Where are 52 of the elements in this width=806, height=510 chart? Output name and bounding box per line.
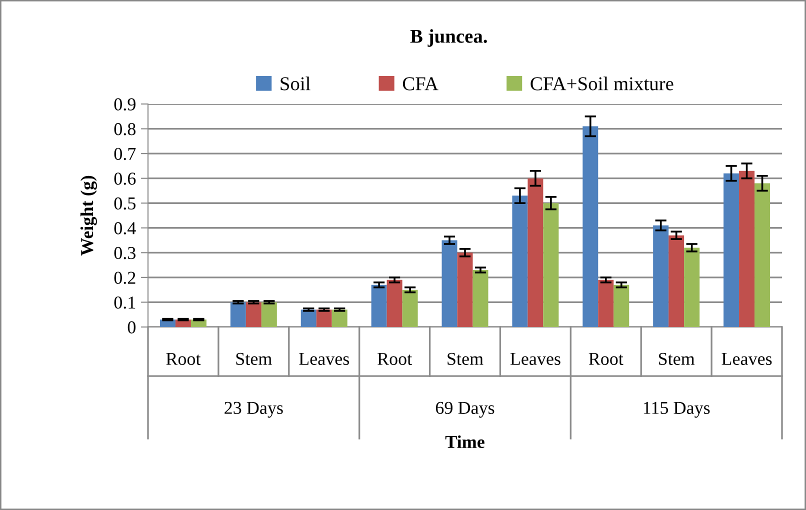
x-tick-label: Leaves xyxy=(299,352,350,365)
y-tick-label: 0.6 xyxy=(114,172,136,185)
x-tick-label: Root xyxy=(588,352,624,365)
text: 69 Days xyxy=(436,402,494,418)
bar xyxy=(230,302,246,327)
bar xyxy=(653,225,669,327)
bar xyxy=(472,270,488,327)
x-tick-label: Leaves xyxy=(722,352,772,365)
bar xyxy=(614,284,630,327)
x-tick-label: Stem xyxy=(658,352,695,365)
bar xyxy=(457,252,473,327)
legend-label: CFA xyxy=(402,77,438,90)
x-tick-label: Stem xyxy=(448,352,484,365)
legend-label: CFA+Soil mixture xyxy=(530,76,674,90)
bar xyxy=(300,310,316,327)
y-tick-label: 0.2 xyxy=(114,272,136,284)
bar xyxy=(582,126,598,327)
bar xyxy=(442,240,458,327)
y-axis-title: Weight (g) xyxy=(80,176,97,256)
x-tick-label: Root xyxy=(166,352,201,365)
bar xyxy=(402,290,418,327)
bar xyxy=(684,248,700,327)
y-tick-label: 0.1 xyxy=(114,296,136,309)
bar xyxy=(528,178,544,327)
bar xyxy=(371,284,387,327)
text: 115 Days xyxy=(644,402,710,418)
y-tick-label: 0.4 xyxy=(114,222,136,234)
bar xyxy=(316,310,332,327)
x-tick-label: Root xyxy=(378,352,412,365)
bar xyxy=(754,183,770,327)
legend-label: Soil xyxy=(280,76,310,90)
y-tick-label: 0 xyxy=(128,321,136,334)
x-tick-label: Leaves xyxy=(510,352,560,365)
y-tick-label: 0.9 xyxy=(114,98,136,111)
y-tick-label: 0.3 xyxy=(114,246,136,260)
bar xyxy=(724,173,740,327)
bar xyxy=(598,280,614,327)
y-tick-label: 0.5 xyxy=(114,197,136,210)
bar xyxy=(512,196,528,327)
chart-title: B juncea. xyxy=(410,29,487,47)
bar xyxy=(668,235,684,327)
x-tick-label: Stem xyxy=(236,352,272,365)
bar xyxy=(386,280,402,327)
bar xyxy=(332,310,348,327)
bar xyxy=(543,203,559,327)
x-axis-title: Time xyxy=(445,435,484,448)
bar xyxy=(261,302,277,327)
bar xyxy=(739,170,755,327)
y-tick-label: 0.7 xyxy=(114,148,136,160)
y-tick-label: 0.8 xyxy=(114,123,136,136)
bar xyxy=(246,302,262,327)
text: 23 Days xyxy=(224,402,283,418)
